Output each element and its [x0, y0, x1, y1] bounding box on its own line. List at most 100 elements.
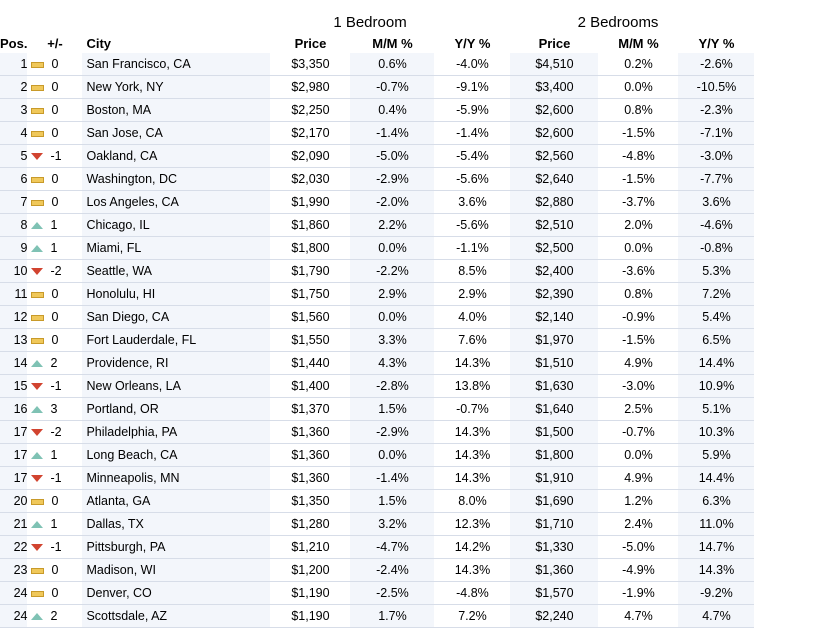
change-value: 0: [51, 195, 59, 209]
cell-pos: 5: [0, 144, 28, 168]
col-header-mm-1br[interactable]: M/M %: [372, 35, 413, 51]
table-row: 11 0 Honolulu, HI $1,750 2.9% 2.9% $2,390 0.8% 7…: [0, 282, 755, 306]
cell-price-1br: $1,280: [270, 512, 351, 536]
cell-pos: 20: [0, 489, 28, 513]
table-row: 17 1 Long Beach, CA $1,360 0.0% 14.3% $1,800 0.…: [0, 443, 755, 467]
col-header-pos[interactable]: Pos.: [0, 35, 28, 51]
change-value: 2: [50, 356, 58, 370]
arrow-up-icon: [31, 222, 44, 230]
col-header-change[interactable]: +/-: [47, 35, 63, 51]
table-row: 1 0 San Francisco, CA $3,350 0.6% -4.0% $4,510…: [0, 53, 755, 76]
cell-city: Honolulu, HI: [82, 282, 271, 306]
cell-price-1br: $1,190: [270, 581, 351, 605]
cell-price-2br: $2,880: [510, 190, 599, 214]
col-header-price-2br[interactable]: Price: [538, 35, 571, 51]
cell-price-2br: $2,600: [510, 98, 599, 122]
cell-pos: 12: [0, 305, 28, 329]
cell-yy-1br: -9.1%: [434, 75, 511, 99]
cell-yy-1br: 14.3%: [434, 466, 511, 490]
cell-yy-1br: 14.2%: [434, 535, 511, 559]
cell-mm-1br: 0.4%: [350, 98, 435, 122]
change-value: 1: [50, 241, 58, 255]
cell-price-1br: $2,030: [270, 167, 351, 191]
cell-city: Boston, MA: [82, 98, 271, 122]
cell-price-2br: $1,630: [510, 374, 599, 398]
cell-change: 0: [27, 558, 83, 582]
cell-city: San Diego, CA: [82, 305, 271, 329]
change-value: 0: [51, 126, 59, 140]
arrow-up-icon: [31, 521, 44, 529]
change-value: 3: [50, 402, 58, 416]
cell-yy-1br: 14.3%: [434, 558, 511, 582]
cell-change: 0: [27, 581, 83, 605]
arrow-up-icon: [31, 360, 44, 368]
cell-change: -1: [27, 466, 83, 490]
change-value: 0: [51, 103, 59, 117]
cell-price-1br: $2,250: [270, 98, 351, 122]
cell-pos: 21: [0, 512, 28, 536]
col-header-yy-2br[interactable]: Y/Y %: [698, 35, 735, 51]
unchanged-dash-icon: [31, 176, 45, 183]
table-row: 8 1 Chicago, IL $1,860 2.2% -5.6% $2,510 2.0% -4…: [0, 213, 755, 237]
col-header-price-1br[interactable]: Price: [294, 35, 327, 51]
cell-pos: 15: [0, 374, 28, 398]
unchanged-dash-icon: [31, 107, 45, 114]
cell-price-2br: $2,500: [510, 236, 599, 260]
cell-yy-2br: -7.1%: [678, 121, 755, 145]
col-header-city[interactable]: City: [86, 35, 112, 51]
cell-mm-2br: 0.8%: [598, 98, 679, 122]
arrow-down-icon: [31, 383, 44, 391]
cell-price-1br: $1,860: [270, 213, 351, 237]
unchanged-dash-icon: [31, 61, 45, 68]
cell-pos: 22: [0, 535, 28, 559]
cell-pos: 1: [0, 53, 28, 76]
unchanged-dash-icon: [31, 337, 45, 344]
cell-pos: 8: [0, 213, 28, 237]
change-value: -1: [50, 540, 62, 554]
table-row: 7 0 Los Angeles, CA $1,990 -2.0% 3.6% $2,880 -3…: [0, 190, 755, 214]
cell-yy-2br: 14.4%: [678, 351, 755, 375]
cell-city: Seattle, WA: [82, 259, 271, 283]
col-header-yy-1br[interactable]: Y/Y %: [454, 35, 491, 51]
cell-change: 1: [27, 236, 83, 260]
cell-price-1br: $1,350: [270, 489, 351, 513]
cell-city: Portland, OR: [82, 397, 271, 421]
arrow-down-icon: [31, 153, 44, 161]
cell-change: 0: [27, 282, 83, 306]
cell-pos: 7: [0, 190, 28, 214]
col-header-mm-2br[interactable]: M/M %: [618, 35, 659, 51]
cell-city: Miami, FL: [82, 236, 271, 260]
cell-price-1br: $1,370: [270, 397, 351, 421]
cell-price-1br: $2,980: [270, 75, 351, 99]
cell-price-2br: $2,390: [510, 282, 599, 306]
cell-yy-2br: 5.1%: [678, 397, 755, 421]
cell-price-1br: $1,200: [270, 558, 351, 582]
cell-mm-2br: 0.8%: [598, 282, 679, 306]
cell-yy-2br: -4.6%: [678, 213, 755, 237]
cell-change: -2: [27, 259, 83, 283]
cell-price-2br: $1,800: [510, 443, 599, 467]
arrow-up-icon: [31, 245, 44, 253]
cell-yy-1br: 7.6%: [434, 328, 511, 352]
cell-mm-1br: -5.0%: [350, 144, 435, 168]
cell-city: Long Beach, CA: [82, 443, 271, 467]
cell-pos: 17: [0, 466, 28, 490]
cell-change: -1: [27, 144, 83, 168]
table-row: 9 1 Miami, FL $1,800 0.0% -1.1% $2,500 0.0% -0.8…: [0, 236, 755, 260]
cell-change: 1: [27, 512, 83, 536]
cell-mm-1br: -2.8%: [350, 374, 435, 398]
cell-city: Denver, CO: [82, 581, 271, 605]
arrow-up-icon: [31, 406, 44, 414]
cell-mm-2br: 1.2%: [598, 489, 679, 513]
change-value: 0: [51, 333, 59, 347]
cell-mm-1br: -2.2%: [350, 259, 435, 283]
unchanged-dash-icon: [31, 199, 45, 206]
table-row: 5 -1 Oakland, CA $2,090 -5.0% -5.4% $2,560 -4.8…: [0, 144, 755, 168]
change-value: 0: [51, 80, 59, 94]
cell-yy-1br: 8.5%: [434, 259, 511, 283]
cell-pos: 13: [0, 328, 28, 352]
cell-city: Washington, DC: [82, 167, 271, 191]
cell-yy-2br: 3.6%: [678, 190, 755, 214]
cell-city: Providence, RI: [82, 351, 271, 375]
